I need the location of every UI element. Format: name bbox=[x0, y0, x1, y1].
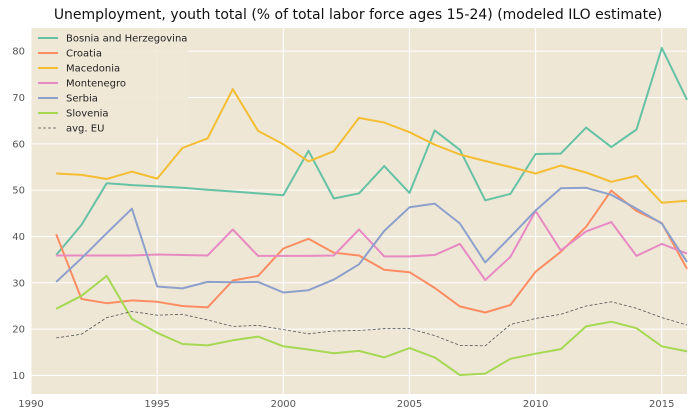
legend: Bosnia and Herzegovina Croatia Macedonia Mo… bbox=[32, 29, 188, 137]
y-tick-label: 30 bbox=[12, 278, 25, 289]
x-tick-labels: 1990 1995 2000 2005 2010 2015 bbox=[18, 399, 674, 410]
y-tick-label: 10 bbox=[12, 371, 25, 382]
legend-label-serbia: Serbia bbox=[66, 94, 98, 105]
x-tick-label: 1990 bbox=[18, 399, 43, 410]
series-line-croatia bbox=[55, 189, 688, 314]
y-tick-label: 80 bbox=[12, 47, 25, 58]
legend-label-avg-eu: avg. EU bbox=[66, 124, 104, 135]
x-tick-label: 1995 bbox=[144, 399, 169, 410]
legend-label-montenegro: Montenegro bbox=[66, 79, 126, 90]
x-tick-label: 2005 bbox=[397, 399, 422, 410]
series-line-macedonia bbox=[56, 88, 688, 204]
legend-label-slovenia: Slovenia bbox=[66, 109, 109, 120]
y-tick-label: 60 bbox=[12, 139, 25, 150]
x-tick-label: 2010 bbox=[523, 399, 548, 410]
legend-label-croatia: Croatia bbox=[66, 49, 102, 60]
y-tick-label: 40 bbox=[12, 232, 25, 243]
series-lines bbox=[55, 46, 688, 376]
chart-title: Unemployment, youth total (% of total la… bbox=[54, 7, 662, 23]
series-line-slovenia bbox=[55, 274, 688, 376]
series-line-bosnia-and-herzegovina bbox=[55, 46, 688, 256]
y-tick-label: 50 bbox=[12, 186, 25, 197]
y-tick-label: 20 bbox=[12, 325, 25, 336]
x-tick-label: 2015 bbox=[649, 399, 674, 410]
y-tick-label: 70 bbox=[12, 93, 25, 104]
legend-label-bosnia-and-herzegovina: Bosnia and Herzegovina bbox=[66, 34, 187, 45]
series-line-avg-eu bbox=[56, 301, 688, 347]
series-line-serbia bbox=[55, 186, 688, 294]
y-tick-labels: 10 20 30 40 50 60 70 80 bbox=[12, 47, 25, 382]
x-tick-label: 2000 bbox=[271, 399, 296, 410]
legend-label-macedonia: Macedonia bbox=[66, 64, 120, 75]
series-line-montenegro bbox=[56, 210, 688, 281]
